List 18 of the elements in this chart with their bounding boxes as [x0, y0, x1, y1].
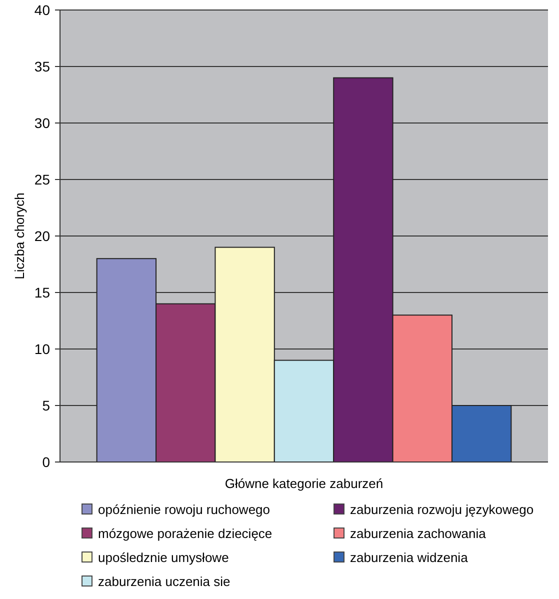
y-tick-label: 5	[42, 397, 50, 414]
y-tick-label: 25	[34, 171, 50, 188]
legend-label: zaburzenia widzenia	[350, 550, 469, 565]
legend-label: opóźnienie rowoju ruchowego	[98, 502, 270, 517]
legend-label: zaburzenia zachowania	[350, 526, 487, 541]
legend-label: upośledznie umysłowe	[98, 550, 229, 565]
y-tick-label: 0	[42, 454, 50, 470]
legend-label: zaburzenia uczenia sie	[98, 574, 230, 589]
y-tick-label: 30	[34, 114, 50, 131]
y-tick-label: 20	[34, 228, 50, 244]
y-tick-label: 10	[34, 340, 50, 357]
y-axis-title: Liczba chorych	[12, 192, 27, 280]
legend-label: zaburzenia rozwoju językowego	[350, 502, 534, 517]
y-tick-label: 40	[34, 2, 50, 18]
legend-label: mózgowe porażenie dziecięce	[98, 526, 272, 541]
y-tick-label: 15	[34, 284, 50, 300]
y-tick-label: 35	[34, 58, 50, 74]
x-axis-title: Główne kategorie zaburzeń	[224, 476, 384, 491]
